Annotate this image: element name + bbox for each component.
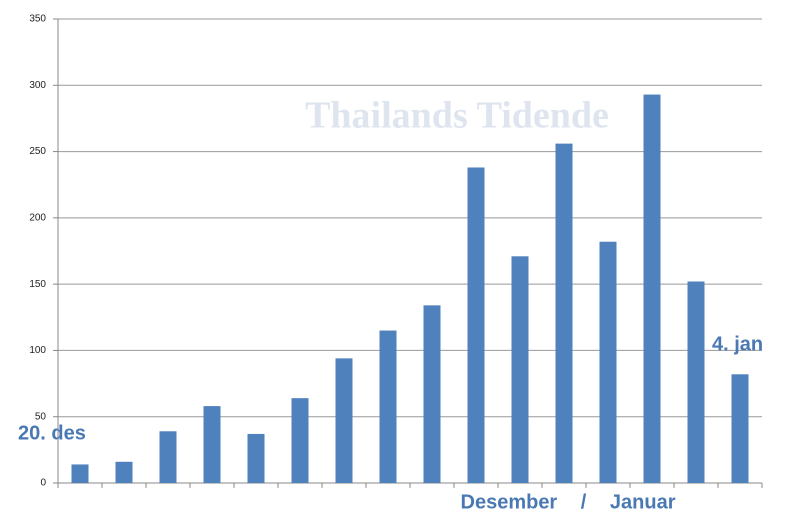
bar (115, 461, 133, 483)
bar (731, 374, 749, 483)
bar (555, 143, 573, 484)
y-tick-label: 50 (35, 411, 47, 422)
bar (379, 330, 397, 483)
y-tick-label: 200 (29, 212, 46, 223)
bar (335, 358, 353, 483)
bar (423, 305, 441, 483)
y-tick-label: 150 (29, 279, 46, 290)
bar (159, 431, 177, 483)
y-tick-label: 350 (29, 14, 46, 25)
y-tick-label: 0 (40, 478, 46, 489)
bar (511, 256, 529, 483)
y-tick-label: 250 (29, 146, 46, 157)
bar (291, 398, 309, 483)
annotation: 20. des (18, 422, 86, 444)
y-tick-label: 100 (29, 345, 46, 356)
bar (643, 94, 661, 484)
watermark: Thailands Tidende (305, 95, 609, 137)
bar (599, 241, 617, 483)
bar (203, 406, 221, 483)
bar (687, 281, 705, 483)
bar (71, 464, 89, 483)
y-tick-label: 300 (29, 80, 46, 91)
bar (467, 167, 485, 484)
bar (247, 433, 265, 483)
annotation: 4. jan (712, 333, 763, 355)
annotation: Desember / Januar (461, 491, 676, 513)
